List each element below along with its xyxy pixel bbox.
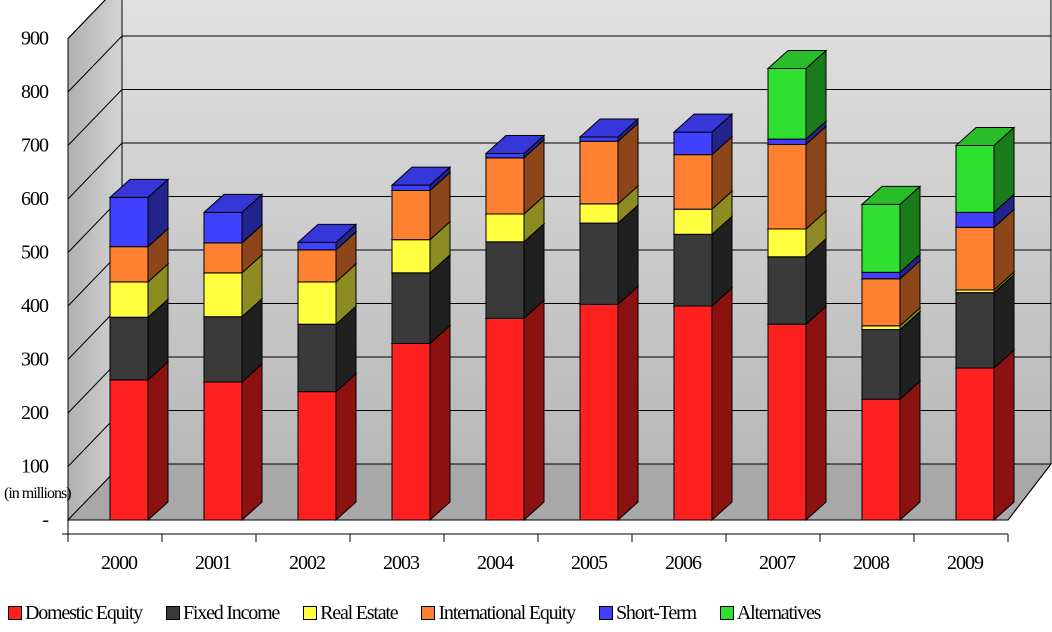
x-tick-label: 2008 [853,552,890,574]
legend-label: Short-Term [615,601,697,624]
x-tick-label: 2001 [195,552,231,574]
legend-label: Fixed Income [182,601,280,624]
legend-swatch [303,606,318,620]
gridline [67,35,1051,93]
y-tick-label: 900 [21,28,49,50]
y-tick-label: 800 [21,81,49,103]
bar-segment [484,299,546,522]
x-tick-label: 2007 [759,552,796,574]
bar-segment [766,49,828,141]
legend-item: Alternatives [719,601,822,625]
bar-segment [860,379,922,522]
bar-segment [954,348,1016,522]
y-tick-label: 600 [21,188,49,210]
bar-segment [672,286,734,522]
bar-segment [108,178,170,248]
bar-segment [954,126,1016,214]
legend-item: Fixed Income [165,601,280,625]
bar-segment [578,117,640,143]
legend-label: Domestic Equity [25,601,143,624]
legend-label: International Equity [438,601,576,624]
bar-segment [484,134,546,159]
gridline [67,89,1051,146]
legend-swatch [165,606,180,620]
x-tick-label: 2004 [477,552,514,574]
legend-label: Real Estate [320,601,399,624]
y-tick-label: 700 [21,135,49,157]
legend: Domestic Equity Fixed Income Real Estate In… [8,598,844,628]
chart-plot-area: - 100 200 300 400 500 600 700 800 900 2000 2001 200… [4,0,1052,574]
legend-item: International Equity [421,601,576,625]
y-tick-label: 100 [21,456,49,478]
bar-segment [766,305,828,522]
x-tick-label: 2009 [947,552,984,574]
bar-segment [296,223,358,251]
y-axis-label: (in millions) [4,485,71,502]
bar-segment [954,273,1016,370]
bar-segment [202,193,264,244]
bar-segment [296,372,358,522]
gridline [67,0,106,39]
y-tick-label: 200 [21,402,49,424]
legend-swatch [421,606,436,620]
x-tick-label: 2002 [289,552,325,574]
legend-item: Real Estate [303,601,399,625]
legend-swatch [8,606,22,620]
bar-segment [860,185,922,274]
bar-segment [202,362,264,522]
bar-segment [672,113,734,156]
legend-swatch [719,606,734,620]
legend-label: Alternatives [736,601,822,624]
bar-segment [390,165,452,192]
bar-segment [108,360,170,522]
y-tick-label: - [42,509,48,531]
x-tick-label: 2006 [665,552,702,574]
y-tick-label: 500 [21,242,49,264]
legend-item: Domestic Equity [8,601,143,625]
bar-segment [578,285,640,522]
gridline [67,142,1051,200]
y-tick-label: 400 [21,295,49,317]
x-tick-label: 2003 [383,552,420,574]
legend-swatch [598,606,613,620]
x-tick-label: 2000 [101,552,138,574]
bar-segment [390,324,452,522]
legend-item: Short-Term [598,601,697,625]
y-tick-label: 300 [21,349,49,371]
x-tick-label: 2005 [571,552,608,574]
